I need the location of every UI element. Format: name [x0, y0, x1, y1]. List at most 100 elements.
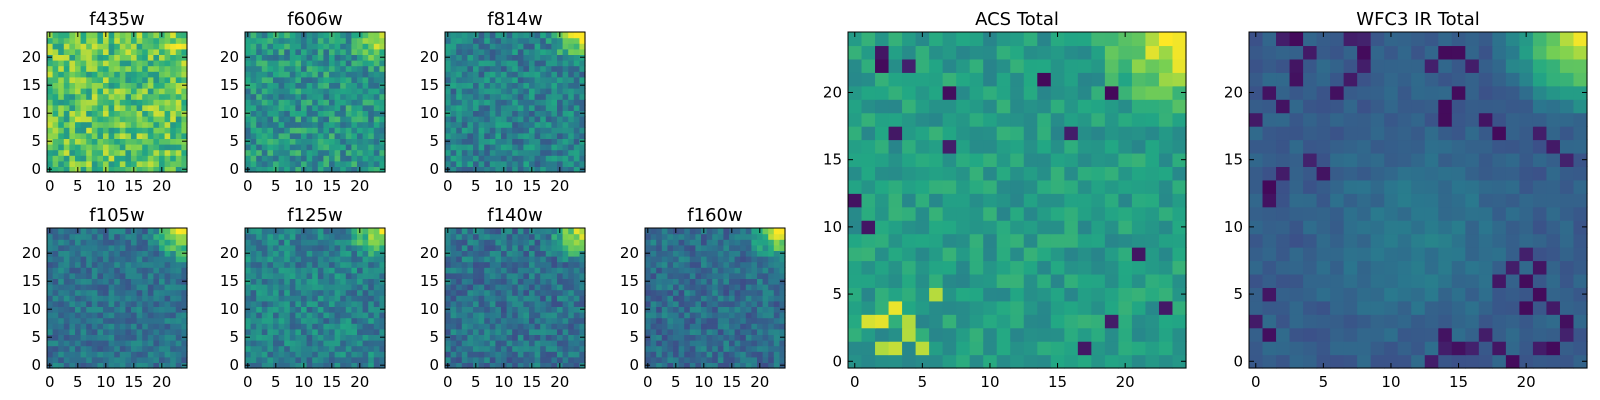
heatmap-cell	[147, 362, 154, 369]
heatmap-cell	[340, 267, 347, 274]
heatmap-cell	[673, 317, 680, 324]
heatmap-cell	[757, 295, 764, 302]
heatmap-cell	[929, 193, 944, 208]
heatmap-cell	[245, 149, 252, 156]
heatmap-cell	[723, 362, 730, 369]
heatmap-cell	[284, 82, 291, 89]
heatmap-cell	[568, 244, 575, 251]
heatmap-cell	[684, 284, 691, 291]
heatmap-cell	[334, 300, 341, 307]
heatmap-cell	[848, 206, 863, 221]
heatmap-cell	[684, 306, 691, 313]
heatmap-cell	[153, 110, 160, 117]
heatmap-cell	[125, 60, 132, 67]
heatmap-cell	[983, 166, 998, 181]
heatmap-cell	[334, 138, 341, 145]
heatmap-cell	[91, 317, 98, 324]
heatmap-cell	[345, 32, 352, 39]
heatmap-cell	[289, 351, 296, 358]
heatmap-cell	[757, 284, 764, 291]
heatmap-cell	[473, 144, 480, 151]
heatmap-cell	[551, 317, 558, 324]
heatmap-cell	[345, 155, 352, 162]
heatmap-cell	[461, 295, 468, 302]
heatmap-cell	[69, 239, 76, 246]
heatmap-cell	[650, 312, 657, 319]
heatmap-cell	[478, 233, 485, 240]
heatmap-cell	[645, 244, 652, 251]
heatmap-cell	[245, 60, 252, 67]
heatmap-cell	[108, 149, 115, 156]
heatmap-cell	[456, 261, 463, 268]
heatmap-cell	[351, 256, 358, 263]
heatmap-cell	[52, 362, 59, 369]
heatmap-cell	[656, 239, 663, 246]
heatmap-cell	[245, 267, 252, 274]
heatmap-cell	[557, 317, 564, 324]
heatmap-cell	[125, 356, 132, 363]
heatmap-cell	[484, 317, 491, 324]
heatmap-cell	[484, 239, 491, 246]
heatmap-cell	[289, 54, 296, 61]
y-tick-label: 15	[220, 76, 239, 94]
heatmap-cell	[312, 121, 319, 128]
heatmap-cell	[362, 267, 369, 274]
heatmap-cell	[86, 127, 93, 134]
heatmap-cell	[131, 312, 138, 319]
heatmap-cell	[512, 149, 519, 156]
heatmap-cell	[545, 43, 552, 50]
heatmap-cell	[351, 278, 358, 285]
heatmap-cell	[540, 76, 547, 83]
heatmap-cell	[86, 99, 93, 106]
heatmap-cell	[734, 244, 741, 251]
heatmap-cell	[119, 300, 126, 307]
heatmap-cell	[147, 155, 154, 162]
heatmap-cell	[58, 323, 65, 330]
heatmap-cell	[175, 149, 182, 156]
heatmap-cell	[579, 127, 586, 134]
heatmap-cell	[261, 54, 268, 61]
heatmap-cell	[289, 256, 296, 263]
heatmap-cell	[729, 345, 736, 352]
heatmap-cell	[729, 323, 736, 330]
heatmap-cell	[125, 312, 132, 319]
heatmap-cell	[284, 32, 291, 39]
heatmap-cell	[1172, 300, 1187, 315]
heatmap-cell	[661, 250, 668, 257]
heatmap-cell	[323, 289, 330, 296]
heatmap-cell	[289, 356, 296, 363]
heatmap-cell	[534, 127, 541, 134]
heatmap-cell	[47, 116, 54, 123]
heatmap-cell	[357, 121, 364, 128]
heatmap-cell	[551, 340, 558, 347]
heatmap-cell	[97, 127, 104, 134]
heatmap-cell	[1064, 179, 1079, 194]
heatmap-cell	[368, 104, 375, 111]
heatmap-cell	[142, 272, 149, 279]
heatmap-cell	[1037, 354, 1052, 369]
heatmap-cell	[284, 295, 291, 302]
heatmap-cell	[529, 110, 536, 117]
heatmap-cell	[762, 334, 769, 341]
heatmap-cell	[467, 284, 474, 291]
heatmap-cell	[678, 289, 685, 296]
heatmap-cell	[334, 82, 341, 89]
heatmap-cell	[456, 278, 463, 285]
heatmap-cell	[147, 328, 154, 335]
heatmap-cell	[573, 351, 580, 358]
heatmap-cell	[573, 43, 580, 50]
heatmap-cell	[467, 99, 474, 106]
heatmap-cell	[562, 104, 569, 111]
heatmap-cell	[1131, 354, 1147, 369]
heatmap-cell	[357, 239, 364, 246]
heatmap-cell	[506, 93, 513, 100]
heatmap-cell	[875, 206, 890, 221]
heatmap-cell	[557, 82, 564, 89]
heatmap-cell	[136, 48, 143, 55]
heatmap-cell	[47, 43, 54, 50]
heatmap-cell	[723, 328, 730, 335]
heatmap-cell	[256, 362, 263, 369]
heatmap-cell	[534, 54, 541, 61]
heatmap-cell	[373, 104, 380, 111]
heatmap-cell	[250, 65, 257, 72]
